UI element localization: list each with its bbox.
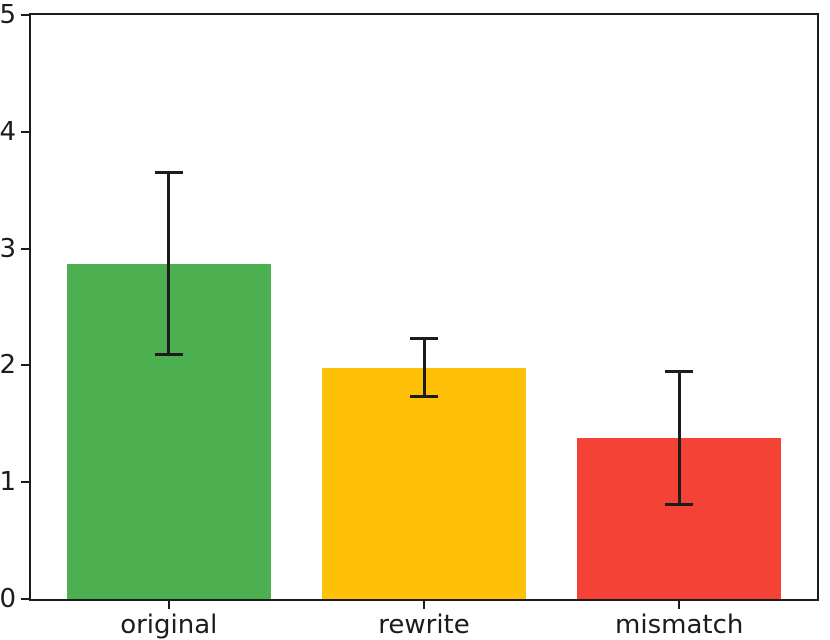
x-tick-label-mismatch: mismatch — [615, 610, 744, 640]
error-bar-top-cap-original — [154, 171, 183, 175]
y-tick-label-5: 5 — [0, 0, 16, 30]
error-bar-top-cap-mismatch — [665, 369, 694, 373]
error-bar-line-original — [167, 172, 171, 355]
y-tick-mark-4 — [21, 130, 29, 133]
error-bar-line-mismatch — [677, 371, 681, 505]
error-bar-bottom-cap-rewrite — [410, 395, 438, 399]
y-tick-mark-2 — [21, 364, 29, 367]
error-bar-top-cap-rewrite — [410, 337, 438, 341]
x-tick-label-original: original — [120, 610, 218, 640]
error-bar-bottom-cap-original — [154, 353, 183, 357]
y-tick-label-3: 3 — [0, 233, 16, 264]
bar-rewrite — [321, 367, 527, 599]
error-bar-line-rewrite — [422, 338, 426, 397]
x-tick-mark-mismatch — [678, 601, 681, 609]
y-tick-mark-0 — [21, 598, 29, 600]
y-tick-mark-1 — [21, 481, 29, 484]
x-tick-mark-rewrite — [423, 601, 425, 609]
y-tick-label-4: 4 — [0, 116, 16, 147]
y-tick-mark-3 — [21, 247, 29, 250]
y-tick-label-0: 0 — [0, 584, 16, 614]
plot-area — [29, 13, 819, 601]
x-tick-label-rewrite: rewrite — [378, 610, 470, 640]
error-bar-bottom-cap-mismatch — [665, 502, 694, 506]
y-tick-label-1: 1 — [0, 467, 16, 498]
x-tick-mark-original — [167, 601, 170, 609]
y-tick-mark-5 — [21, 14, 29, 16]
y-tick-label-2: 2 — [0, 350, 16, 381]
